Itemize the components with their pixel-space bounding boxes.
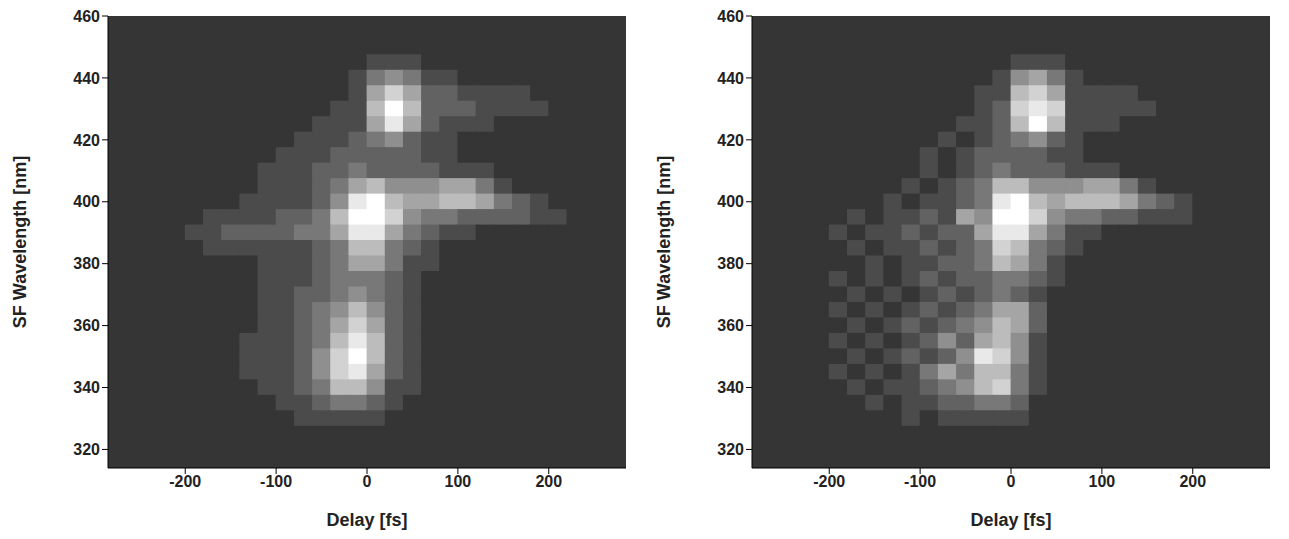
svg-text:460: 460 xyxy=(73,8,100,25)
svg-text:Delay [fs]: Delay [fs] xyxy=(326,510,407,530)
svg-text:SF Wavelength [nm]: SF Wavelength [nm] xyxy=(654,156,674,328)
svg-text:400: 400 xyxy=(717,193,744,210)
svg-text:360: 360 xyxy=(717,317,744,334)
svg-text:320: 320 xyxy=(717,441,744,458)
svg-text:320: 320 xyxy=(73,441,100,458)
svg-text:360: 360 xyxy=(73,317,100,334)
svg-text:460: 460 xyxy=(717,8,744,25)
svg-text:100: 100 xyxy=(445,473,472,490)
svg-text:380: 380 xyxy=(73,255,100,272)
svg-text:-200: -200 xyxy=(169,473,201,490)
svg-text:SF Wavelength [nm]: SF Wavelength [nm] xyxy=(10,156,30,328)
svg-text:380: 380 xyxy=(717,255,744,272)
svg-text:0: 0 xyxy=(363,473,372,490)
svg-text:100: 100 xyxy=(1089,473,1116,490)
svg-text:420: 420 xyxy=(717,132,744,149)
svg-text:0: 0 xyxy=(1007,473,1016,490)
svg-text:440: 440 xyxy=(73,70,100,87)
svg-text:440: 440 xyxy=(717,70,744,87)
svg-text:Delay [fs]: Delay [fs] xyxy=(970,510,1051,530)
svg-text:340: 340 xyxy=(73,379,100,396)
svg-text:420: 420 xyxy=(73,132,100,149)
svg-text:200: 200 xyxy=(1179,473,1206,490)
svg-text:-100: -100 xyxy=(904,473,936,490)
svg-text:400: 400 xyxy=(73,193,100,210)
svg-text:200: 200 xyxy=(535,473,562,490)
svg-text:-200: -200 xyxy=(813,473,845,490)
svg-text:-100: -100 xyxy=(260,473,292,490)
svg-text:340: 340 xyxy=(717,379,744,396)
